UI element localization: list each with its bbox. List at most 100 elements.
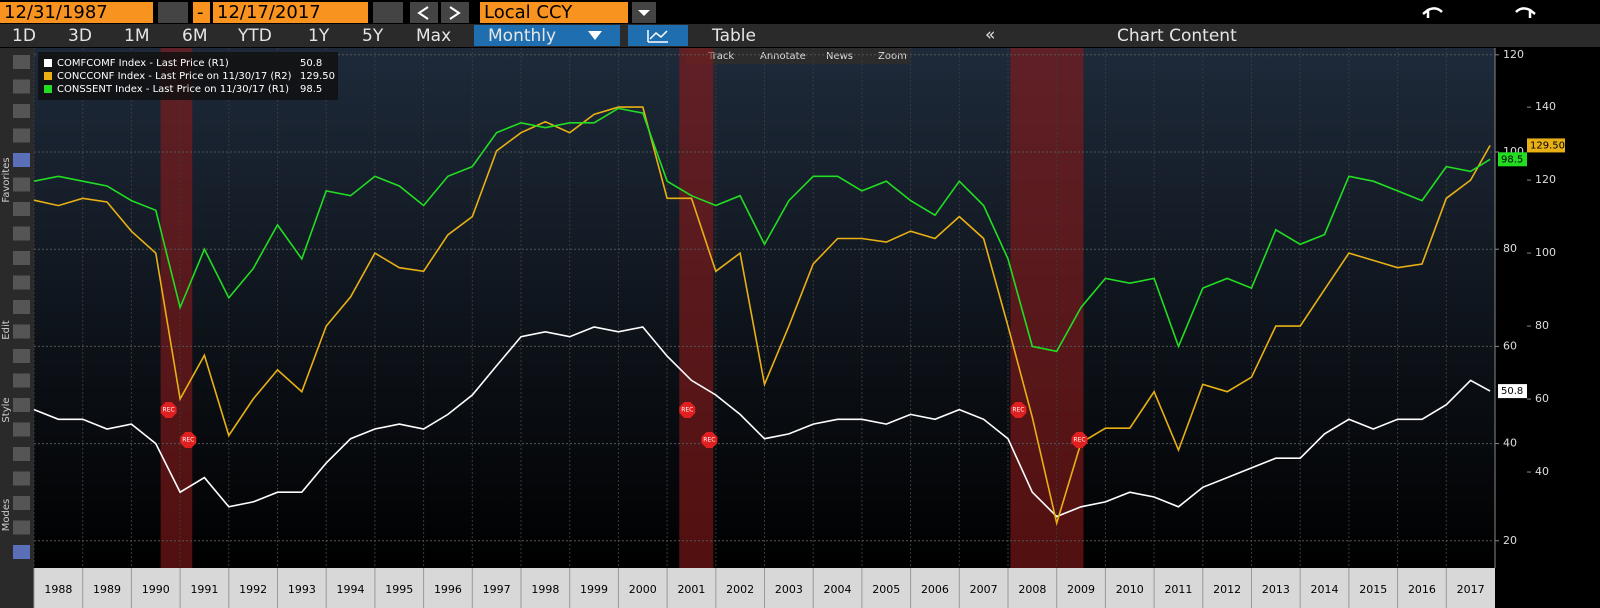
tool-icon[interactable] (13, 422, 30, 437)
x-tick-label: 1988 (44, 583, 72, 596)
y-tick-label: 80 (1503, 242, 1517, 255)
tool-icon[interactable] (13, 471, 30, 486)
side-label: Style (1, 397, 12, 422)
chart-tool[interactable]: News (826, 51, 853, 62)
currency[interactable]: Local CCY (484, 2, 573, 23)
range-button[interactable]: 1M (124, 26, 149, 46)
legend-swatch (44, 85, 52, 93)
chart-tool[interactable]: Zoom (878, 51, 907, 62)
start-date[interactable]: 12/31/1987 (4, 2, 108, 23)
prev-icon (417, 6, 429, 20)
x-tick-label: 1997 (483, 583, 511, 596)
x-tick-label: 2000 (629, 583, 657, 596)
tool-icon[interactable] (13, 373, 30, 388)
series-line (33, 106, 1491, 527)
range-button[interactable]: YTD (237, 26, 272, 46)
tool-icon[interactable] (13, 177, 30, 192)
range-button[interactable]: 1D (12, 26, 36, 46)
y2-tick-label: 100 (1535, 246, 1556, 259)
y2-tick-label: 60 (1535, 392, 1549, 405)
tool-icon[interactable] (13, 79, 30, 94)
calendar-button[interactable] (373, 2, 403, 23)
tool-icon[interactable] (13, 104, 30, 118)
axis-area (1495, 48, 1600, 568)
frequency[interactable]: Monthly (488, 26, 556, 46)
x-tick-label: 2014 (1311, 583, 1339, 596)
end-date[interactable]: 12/17/2017 (217, 2, 321, 23)
price-tag (1498, 152, 1527, 167)
tool-icon[interactable] (13, 226, 30, 241)
x-tick-label: 2015 (1359, 583, 1387, 596)
tool-icon[interactable] (13, 447, 30, 461)
tool-icon[interactable] (13, 324, 30, 339)
frequency-button[interactable] (474, 25, 620, 46)
range-button[interactable]: Max (416, 26, 451, 46)
x-tick-label: 2005 (872, 583, 900, 596)
range-bar (0, 24, 1600, 47)
y-tick-label: 40 (1503, 437, 1517, 450)
x-tick-label: 2017 (1457, 583, 1485, 596)
tool-icon[interactable] (13, 153, 30, 167)
tool-icon[interactable] (13, 398, 30, 412)
x-tick-label: 2012 (1213, 583, 1241, 596)
recession-band (160, 48, 193, 568)
rec-label: REC (703, 437, 715, 444)
range-button[interactable]: 1Y (308, 26, 330, 46)
redo-icon[interactable] (1515, 7, 1536, 18)
collapse-icon[interactable]: « (985, 25, 995, 45)
x-tick-label: 1991 (190, 583, 218, 596)
x-tick-label: 2016 (1408, 583, 1436, 596)
legend-swatch (44, 59, 52, 67)
tool-icon[interactable] (13, 202, 30, 216)
rec-marker (1010, 402, 1027, 418)
x-tick-label: 2001 (677, 583, 705, 596)
currency-field[interactable] (480, 2, 628, 23)
series-line (33, 107, 1491, 353)
rec-label: REC (1073, 437, 1085, 444)
range-button[interactable]: 3D (68, 26, 92, 46)
side-label: Favorites (1, 157, 12, 202)
date-field[interactable] (0, 2, 153, 23)
x-tick-label: 1996 (434, 583, 462, 596)
tool-icon[interactable] (13, 275, 30, 290)
x-tick-label: 1994 (337, 583, 365, 596)
tool-icon[interactable] (13, 300, 30, 314)
chart-tool[interactable]: Annotate (760, 51, 806, 62)
x-tick-label: 2007 (970, 583, 998, 596)
y-tick-label: 120 (1503, 48, 1524, 61)
chart-tool[interactable]: Track (707, 51, 734, 62)
rec-marker (1071, 432, 1088, 448)
x-tick-label: 1993 (288, 583, 316, 596)
prev-button[interactable] (410, 2, 438, 23)
dash: - (197, 2, 204, 23)
calendar-button[interactable] (158, 2, 188, 23)
x-tick-label: 2003 (775, 583, 803, 596)
chart-content-button[interactable]: Chart Content (1117, 26, 1237, 46)
y2-tick-label: 120 (1535, 173, 1556, 186)
price-tag-label: 129.50 (1530, 140, 1565, 151)
dash-field (193, 2, 210, 23)
tool-icon[interactable] (13, 496, 30, 510)
series-line (33, 326, 1491, 518)
legend-swatch (44, 72, 52, 80)
tool-icon[interactable] (13, 128, 30, 143)
next-button[interactable] (441, 2, 469, 23)
range-button[interactable]: 6M (182, 26, 207, 46)
legend (38, 52, 338, 100)
chart-tools (686, 48, 910, 64)
y-tick-label: 20 (1503, 534, 1517, 547)
undo-icon[interactable] (1422, 7, 1443, 18)
tool-icon[interactable] (13, 349, 30, 363)
table-button[interactable]: Table (711, 26, 756, 46)
x-tick-label: 1999 (580, 583, 608, 596)
date-field[interactable] (213, 2, 368, 23)
rec-marker (701, 432, 718, 448)
tool-icon[interactable] (13, 55, 30, 69)
price-tag-label: 50.8 (1501, 386, 1523, 397)
next-icon (449, 6, 461, 20)
tool-icon[interactable] (13, 545, 30, 559)
range-button[interactable]: 5Y (362, 26, 384, 46)
tool-icon[interactable] (13, 520, 30, 535)
tool-icon[interactable] (13, 251, 30, 265)
side-label: Edit (1, 320, 12, 339)
